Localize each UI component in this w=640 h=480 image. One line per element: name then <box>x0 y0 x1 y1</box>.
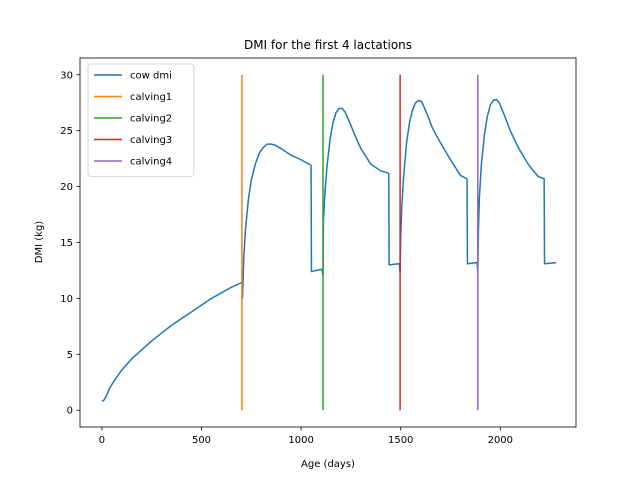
x-tick-label: 1500 <box>388 435 413 446</box>
axes-layer: 0 500 1000 1500 2000 0 5 10 15 20 25 30 <box>60 57 577 446</box>
legend-label-cow-dmi: cow dmi <box>130 71 172 82</box>
y-tick-label: 0 <box>67 406 73 417</box>
x-tick-label: 500 <box>192 435 211 446</box>
legend-box <box>87 63 195 177</box>
y-tick-label: 20 <box>60 182 73 193</box>
x-axis-label: Age (days) <box>301 459 355 470</box>
y-tick-label: 15 <box>60 238 73 249</box>
legend-label-calving1: calving1 <box>130 92 172 103</box>
legend-label-calving3: calving3 <box>130 135 172 146</box>
legend: cow dmi calving1 calving2 calving3 calving4 <box>87 63 195 177</box>
series-line-cow-dmi <box>101 98 557 402</box>
chart-title: DMI for the first 4 lactations <box>244 38 412 52</box>
series-layer <box>101 74 557 411</box>
x-tick-label: 0 <box>99 435 105 446</box>
y-tick-label: 30 <box>60 70 73 81</box>
y-axis-label: DMI (kg) <box>34 221 45 263</box>
y-tick-label: 5 <box>67 350 73 361</box>
x-tick-label: 2000 <box>488 435 513 446</box>
y-tick-label: 25 <box>60 126 73 137</box>
y-tick-label: 10 <box>60 294 73 305</box>
legend-label-calving2: calving2 <box>130 114 172 125</box>
legend-label-calving4: calving4 <box>130 157 172 168</box>
x-tick-label: 1000 <box>288 435 313 446</box>
